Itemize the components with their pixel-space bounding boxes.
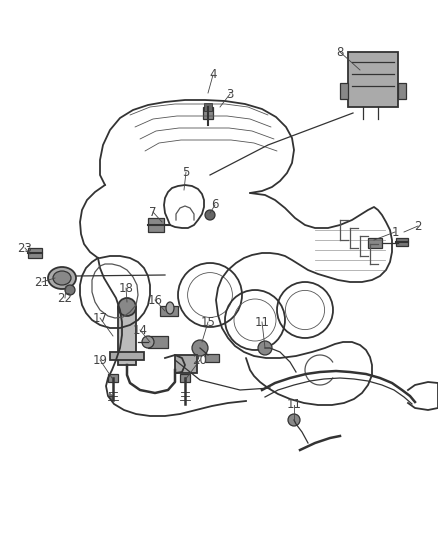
Bar: [28, 248, 42, 258]
Circle shape: [288, 414, 300, 426]
Circle shape: [192, 340, 208, 356]
Text: 5: 5: [182, 166, 190, 179]
Bar: [396, 238, 408, 246]
Text: 18: 18: [119, 281, 134, 295]
Text: 23: 23: [18, 241, 32, 254]
Bar: [368, 238, 382, 248]
Bar: [160, 306, 178, 316]
Circle shape: [258, 341, 272, 355]
Text: 11: 11: [286, 399, 301, 411]
Ellipse shape: [48, 267, 76, 289]
Text: 17: 17: [92, 311, 107, 325]
Bar: [348, 52, 398, 107]
Bar: [118, 307, 136, 365]
Circle shape: [118, 298, 136, 316]
Text: 14: 14: [133, 324, 148, 336]
Text: 3: 3: [226, 87, 234, 101]
Circle shape: [205, 210, 215, 220]
Bar: [148, 336, 168, 348]
Bar: [203, 107, 213, 119]
Text: 2: 2: [414, 220, 422, 232]
Text: 11: 11: [254, 316, 269, 328]
Bar: [204, 103, 212, 111]
Bar: [175, 355, 197, 373]
Bar: [398, 83, 406, 99]
Text: 6: 6: [211, 198, 219, 212]
Bar: [180, 374, 190, 382]
Text: 22: 22: [57, 292, 73, 304]
Ellipse shape: [53, 271, 71, 285]
Bar: [148, 218, 164, 232]
Text: 8: 8: [336, 45, 344, 59]
Text: 15: 15: [201, 316, 215, 328]
Text: 20: 20: [193, 353, 208, 367]
Circle shape: [142, 336, 154, 348]
Text: 7: 7: [149, 206, 157, 219]
Circle shape: [65, 285, 75, 295]
Bar: [110, 352, 144, 360]
Text: 16: 16: [148, 294, 162, 306]
Ellipse shape: [166, 302, 174, 314]
Bar: [108, 374, 118, 382]
Text: 1: 1: [391, 225, 399, 238]
Bar: [205, 354, 219, 362]
Text: 4: 4: [209, 69, 217, 82]
Bar: [340, 83, 348, 99]
Text: 19: 19: [92, 353, 107, 367]
Text: 21: 21: [35, 276, 49, 288]
